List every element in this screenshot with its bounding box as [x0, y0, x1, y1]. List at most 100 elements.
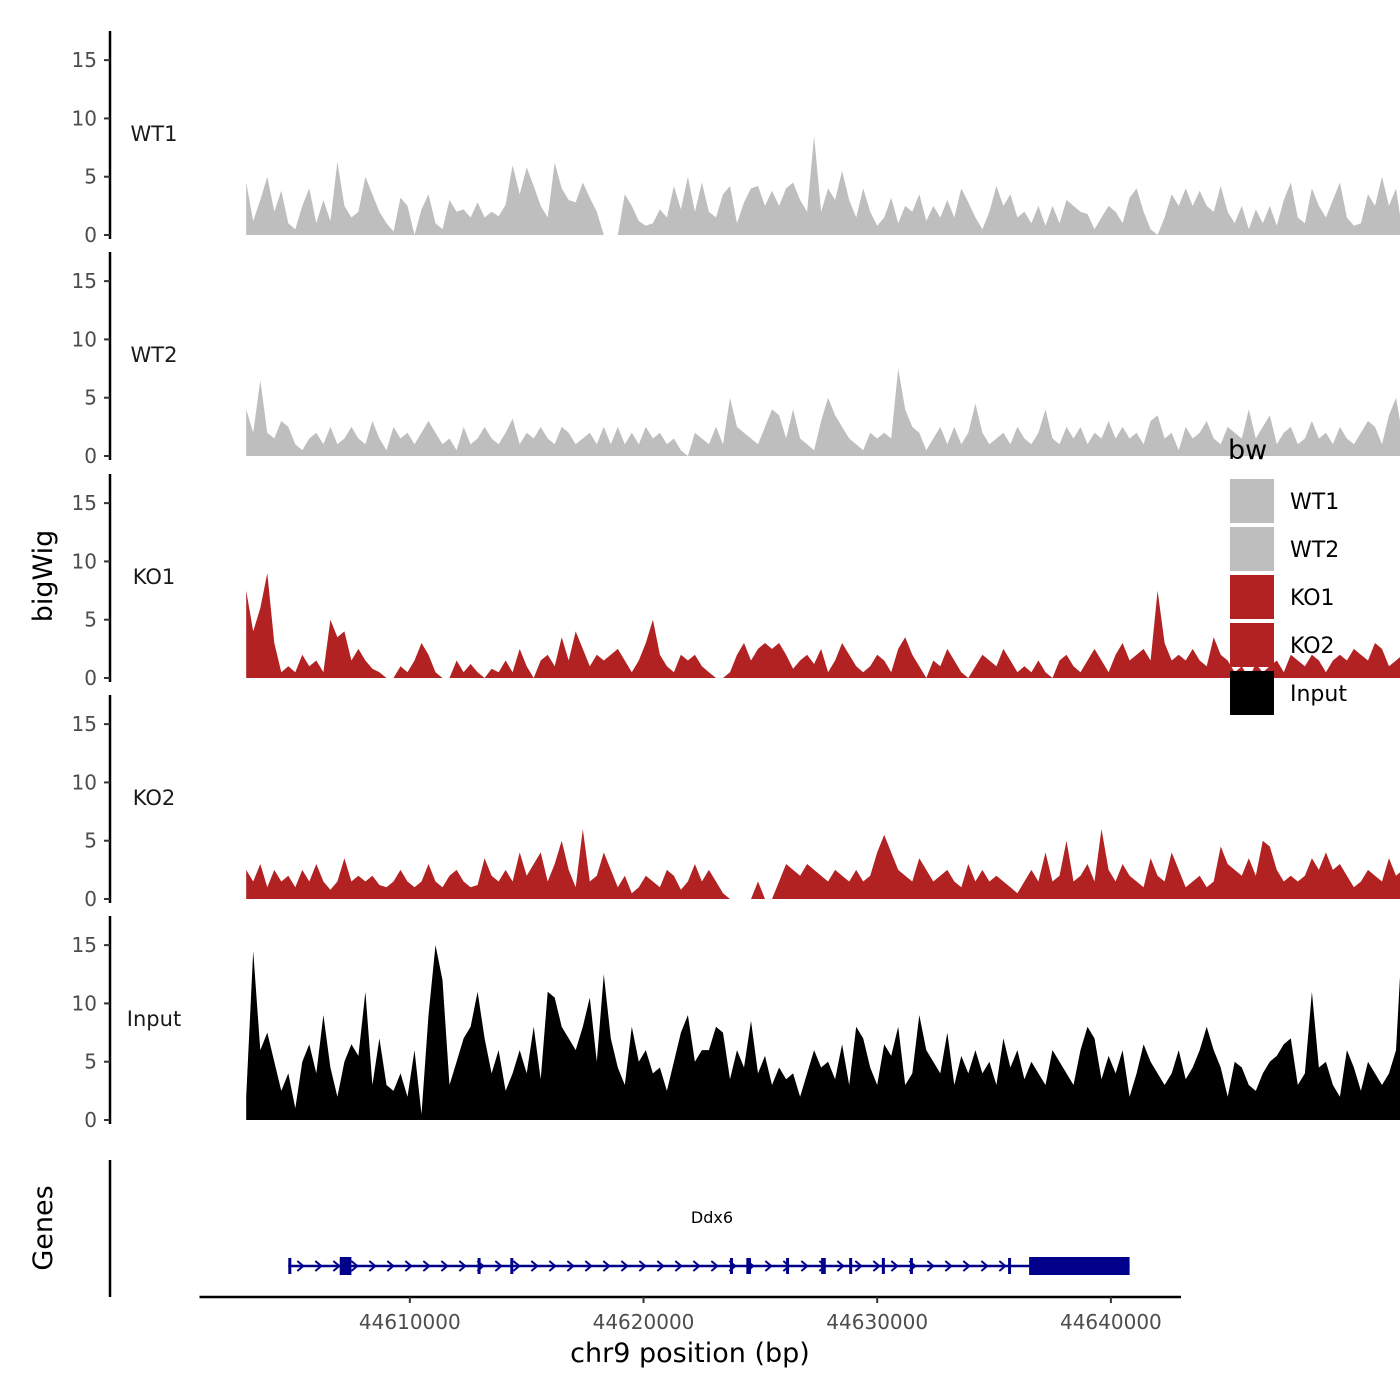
track-input: 0 5 10 15 Input	[72, 916, 1400, 1132]
strand-arrow	[836, 1260, 845, 1272]
strand-arrow	[638, 1260, 647, 1272]
x-axis: 44610000 44620000 44630000 44640000	[199, 1295, 1181, 1334]
legend-key-ko2	[1230, 623, 1274, 667]
strand-arrow	[620, 1260, 629, 1272]
legend-key-wt2	[1230, 527, 1274, 571]
gene-exon	[729, 1258, 733, 1274]
gene-exon	[786, 1258, 790, 1274]
gene-exon	[1029, 1257, 1130, 1275]
x-tick-label: 44630000	[826, 1310, 928, 1334]
gene-exon	[909, 1258, 913, 1274]
y-tick-label: 15	[72, 269, 97, 293]
strand-arrow	[296, 1260, 305, 1272]
y-tick-label: 0	[84, 887, 97, 911]
y-tick-label: 0	[84, 223, 97, 247]
track-label-ko2: KO2	[133, 786, 176, 810]
gene-exon	[510, 1258, 514, 1274]
x-tick-label: 44640000	[1060, 1310, 1162, 1334]
strand-arrow	[674, 1260, 683, 1272]
strand-arrow	[890, 1260, 899, 1272]
strand-arrow	[800, 1260, 809, 1272]
strand-arrow	[386, 1260, 395, 1272]
strand-arrow	[494, 1260, 503, 1272]
legend-label-ko2: KO2	[1290, 634, 1335, 659]
y-tick-label: 10	[72, 549, 97, 573]
strand-arrow	[872, 1260, 881, 1272]
gene-exon	[881, 1258, 885, 1274]
strand-arrow	[998, 1260, 1007, 1272]
track-label-wt2: WT2	[131, 343, 178, 367]
y-tick-label: 15	[72, 48, 97, 72]
strand-arrow	[962, 1260, 971, 1272]
y-tick-label: 5	[84, 829, 97, 853]
strand-arrow	[764, 1260, 773, 1272]
y-axis-title: bigWig	[28, 530, 59, 623]
y-tick-label: 5	[84, 608, 97, 632]
legend-label-input: Input	[1290, 682, 1347, 707]
signal-tracks: 0 5 10 15 WT1 0 5 10 15 WT2 0 5 10 15 KO1 0 5 10 15 KO2 0 5 10…	[72, 31, 1400, 1132]
legend-label-ko1: KO1	[1290, 586, 1335, 611]
y-tick-label: 5	[84, 165, 97, 189]
signal-area-ko2	[246, 829, 1400, 899]
strand-arrow	[422, 1260, 431, 1272]
legend-label-wt2: WT2	[1290, 538, 1339, 563]
legend-key-input	[1230, 671, 1274, 715]
strand-arrow	[926, 1260, 935, 1272]
y-tick-label: 0	[84, 444, 97, 468]
gene-exon	[288, 1258, 292, 1274]
strand-arrow	[692, 1260, 701, 1272]
strand-arrow	[368, 1260, 377, 1272]
gene-exon	[477, 1258, 481, 1274]
gene-exon	[849, 1258, 853, 1274]
y-tick-label: 5	[84, 386, 97, 410]
gene-exon	[821, 1258, 826, 1274]
x-axis-title: chr9 position (bp)	[570, 1338, 810, 1369]
track-label-ko1: KO1	[133, 565, 176, 589]
legend-key-wt1	[1230, 479, 1274, 523]
y-tick-label: 0	[84, 666, 97, 690]
track-label-input: Input	[127, 1007, 181, 1031]
gene-name-label: Ddx6	[691, 1208, 733, 1227]
strand-arrow	[530, 1260, 539, 1272]
y-tick-label: 10	[72, 106, 97, 130]
track-ko2: 0 5 10 15 KO2	[72, 695, 1400, 911]
legend-label-wt1: WT1	[1290, 490, 1339, 515]
gene-exon	[1008, 1258, 1012, 1274]
track-wt1: 0 5 10 15 WT1	[72, 31, 1400, 247]
strand-arrow	[440, 1260, 449, 1272]
legend-title: bw	[1228, 435, 1267, 466]
strand-arrow	[458, 1260, 467, 1272]
strand-arrow	[332, 1260, 341, 1272]
track-wt2: 0 5 10 15 WT2	[72, 252, 1400, 468]
strand-arrow	[584, 1260, 593, 1272]
y-tick-label: 0	[84, 1108, 97, 1132]
y-tick-label: 5	[84, 1050, 97, 1074]
signal-area-ko1	[246, 573, 1400, 678]
gene-exon	[746, 1258, 752, 1274]
strand-arrow	[854, 1260, 863, 1272]
signal-area-input	[246, 945, 1400, 1120]
y-tick-label: 10	[72, 327, 97, 351]
strand-arrow	[656, 1260, 665, 1272]
y-tick-label: 10	[72, 991, 97, 1015]
legend: bw WT1 WT2 KO1 KO2 Input	[1228, 435, 1347, 715]
strand-arrow	[404, 1260, 413, 1272]
strand-arrow	[548, 1260, 557, 1272]
legend-key-ko1	[1230, 575, 1274, 619]
signal-area-wt1	[246, 135, 1400, 235]
strand-arrow	[944, 1260, 953, 1272]
strand-arrow	[782, 1260, 791, 1272]
strand-arrow	[980, 1260, 989, 1272]
track-ko1: 0 5 10 15 KO1	[72, 474, 1400, 690]
y-tick-label: 15	[72, 933, 97, 957]
strand-arrow	[602, 1260, 611, 1272]
strand-arrow	[350, 1260, 359, 1272]
strand-arrow	[314, 1260, 323, 1272]
strand-arrow	[512, 1260, 521, 1272]
y-tick-label: 15	[72, 712, 97, 736]
x-tick-label: 44610000	[359, 1310, 461, 1334]
y-tick-label: 10	[72, 770, 97, 794]
x-tick-label: 44620000	[593, 1310, 695, 1334]
gene-track: Ddx6	[108, 1160, 1130, 1297]
